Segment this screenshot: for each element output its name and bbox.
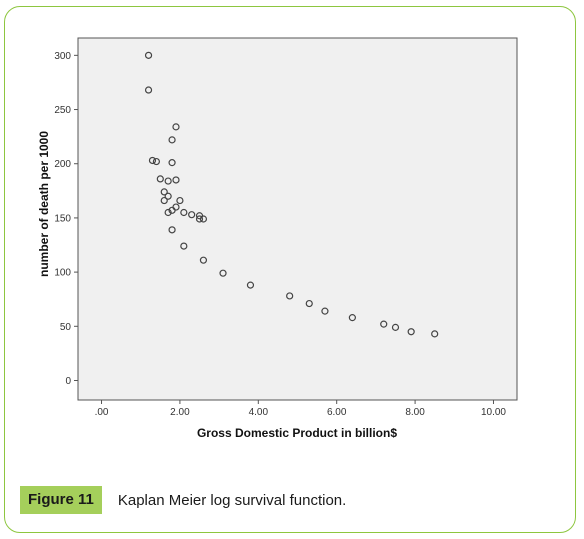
data-point: [219, 269, 227, 277]
figure-label: Figure 11: [20, 486, 102, 514]
data-point: [152, 157, 160, 166]
y-tick-label: 100: [54, 268, 71, 279]
data-point: [168, 226, 176, 234]
y-axis: 0 50 100 150 200 250 300: [54, 51, 78, 387]
y-tick-label: 200: [54, 159, 71, 170]
y-axis-title: number of death per 1000: [37, 131, 51, 277]
x-tick-label: .00: [95, 407, 109, 418]
data-point: [180, 242, 188, 250]
data-point: [321, 307, 329, 315]
figure-caption-row: Figure 11 Kaplan Meier log survival func…: [20, 486, 346, 514]
data-point: [164, 177, 172, 185]
data-point: [391, 323, 400, 331]
x-tick-label: 4.00: [249, 407, 269, 418]
x-tick-label: 6.00: [327, 407, 347, 418]
data-point: [156, 175, 164, 183]
data-point: [199, 256, 208, 264]
data-point: [144, 86, 153, 94]
scatter-chart: .00 2.00 4.00 6.00 8.00 10.00 0 50 100 150 200 250…: [37, 37, 518, 440]
data-point: [195, 215, 204, 223]
x-tick-label: 2.00: [170, 407, 190, 418]
x-axis-title: Gross Domestic Product in billion$: [197, 426, 397, 440]
data-point: [172, 176, 180, 184]
data-point: [144, 51, 153, 59]
x-tick-label: 10.00: [481, 407, 506, 418]
data-point: [172, 123, 180, 131]
data-point: [246, 281, 255, 289]
plot-area: [77, 37, 518, 401]
data-point: [160, 196, 168, 205]
x-tick-label: 8.00: [405, 407, 425, 418]
figure-frame: [4, 6, 576, 533]
data-point: [180, 208, 188, 217]
data-point: [188, 211, 196, 219]
data-point: [160, 188, 168, 196]
data-point: [407, 328, 415, 336]
data-point: [431, 330, 439, 338]
data-point: [168, 136, 176, 144]
data-point: [164, 208, 172, 217]
data-point: [168, 206, 176, 214]
y-tick-label: 50: [60, 322, 72, 333]
x-axis: .00 2.00 4.00 6.00 8.00 10.00: [95, 400, 506, 418]
y-tick-label: 150: [54, 213, 71, 224]
figure-caption: Kaplan Meier log survival function.: [117, 491, 347, 509]
data-point: [164, 192, 172, 200]
data-point: [348, 314, 356, 322]
data-point: [286, 292, 294, 300]
data-points: [144, 51, 439, 338]
data-point: [176, 196, 184, 205]
data-point: [168, 159, 176, 167]
y-tick-label: 0: [65, 376, 71, 387]
data-point: [305, 299, 313, 308]
data-point: [199, 215, 208, 223]
y-tick-label: 250: [54, 105, 71, 116]
y-tick-label: 300: [54, 51, 71, 62]
data-point: [148, 156, 157, 165]
data-point: [380, 320, 388, 328]
